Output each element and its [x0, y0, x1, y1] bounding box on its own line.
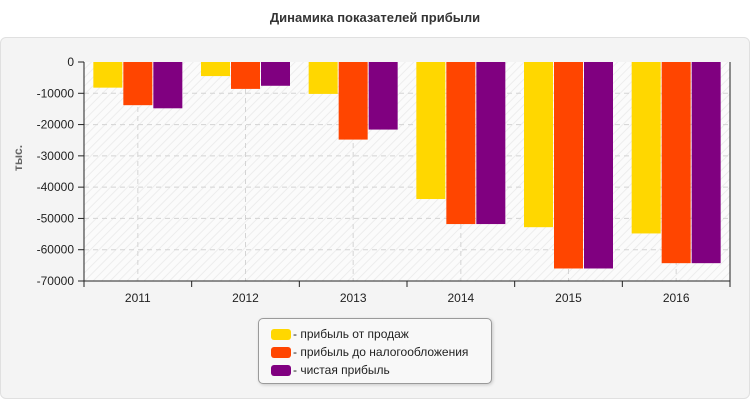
- y-tick-label: -40000: [37, 180, 75, 194]
- legend-swatch: [271, 347, 291, 359]
- legend-label: - чистая прибыль: [293, 363, 390, 377]
- y-tick-label: -70000: [37, 274, 75, 288]
- bar: [691, 62, 721, 264]
- bar: [368, 62, 398, 130]
- bar: [554, 62, 583, 269]
- y-tick-label: -30000: [37, 149, 75, 163]
- bar: [153, 62, 183, 109]
- bar: [231, 62, 260, 89]
- x-tick-label: 2015: [555, 291, 582, 305]
- x-tick-label: 2012: [232, 291, 259, 305]
- bar: [308, 62, 338, 94]
- x-tick-label: 2011: [125, 291, 151, 305]
- plot-area-background: [84, 62, 730, 281]
- legend-swatch: [271, 329, 291, 341]
- x-tick-label: 2014: [447, 291, 474, 305]
- y-tick-label: 0: [67, 55, 74, 69]
- legend-item: - прибыль от продаж: [271, 326, 409, 342]
- bar: [338, 62, 368, 140]
- bar: [524, 62, 553, 228]
- x-tick-label: 2016: [663, 291, 690, 305]
- chart-legend: - прибыль от продаж - прибыль до налогоо…: [258, 318, 492, 384]
- bar: [631, 62, 661, 234]
- bar: [416, 62, 446, 200]
- bar: [123, 62, 153, 106]
- bar: [476, 62, 506, 225]
- bar: [261, 62, 290, 86]
- bar: [446, 62, 476, 225]
- y-tick-label: -20000: [37, 118, 75, 132]
- legend-item: - чистая прибыль: [271, 362, 390, 378]
- bar: [93, 62, 123, 88]
- y-axis-label: тыс.: [11, 145, 25, 171]
- y-tick-label: -60000: [37, 243, 75, 257]
- y-tick-label: -10000: [37, 86, 75, 100]
- bar: [584, 62, 613, 269]
- y-tick-label: -50000: [37, 211, 75, 225]
- x-tick-label: 2013: [340, 291, 367, 305]
- legend-item: - прибыль до налогообложения: [271, 344, 468, 360]
- legend-label: - прибыль от продаж: [293, 327, 409, 341]
- bar: [661, 62, 691, 264]
- chart-title: Динамика показателей прибыли: [269, 10, 481, 25]
- legend-label: - прибыль до налогообложения: [293, 345, 469, 359]
- legend-swatch: [271, 365, 291, 377]
- bar: [201, 62, 230, 77]
